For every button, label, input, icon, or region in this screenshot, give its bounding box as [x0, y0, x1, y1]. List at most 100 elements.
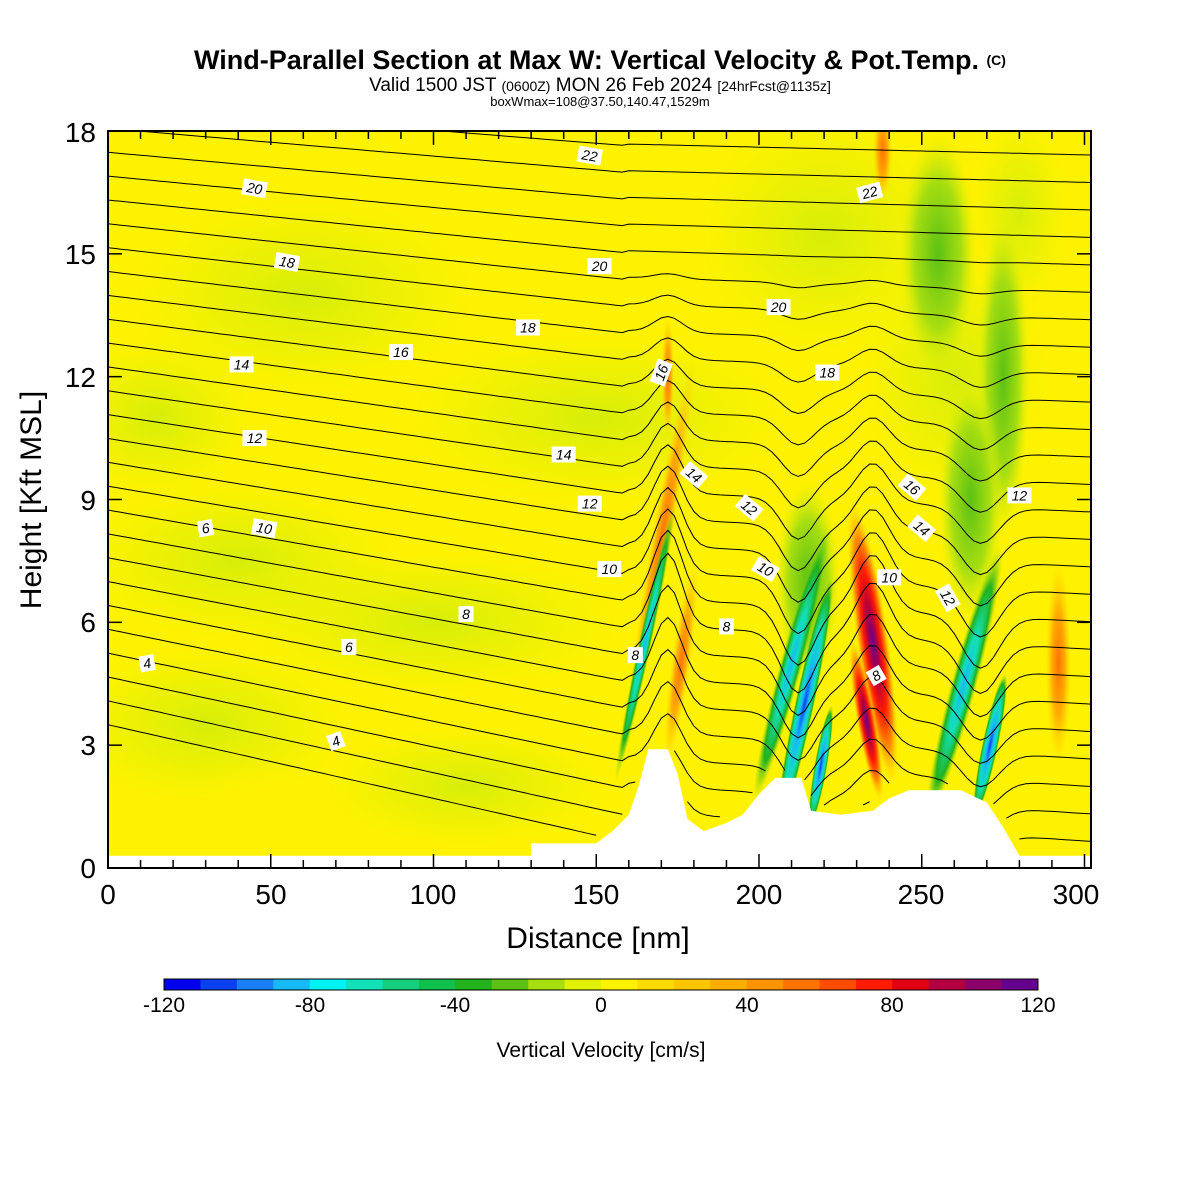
y-tick-label: 18	[65, 117, 96, 148]
colorbar-swatch	[746, 979, 784, 990]
velocity-cell	[189, 757, 320, 856]
colorbar-swatch	[346, 979, 383, 990]
contour-label-box	[229, 356, 254, 373]
contour-label-text: 22	[580, 146, 599, 165]
contour-label-box	[551, 446, 576, 463]
contour-label-box	[856, 181, 884, 204]
y-tick-label: 0	[80, 853, 96, 884]
colorbar-swatch	[564, 979, 602, 990]
contour-label: 14	[551, 446, 576, 463]
contour-label-box	[865, 664, 887, 687]
contour-label: 20	[241, 178, 268, 199]
contour-label-box	[576, 145, 603, 166]
isentrope	[108, 390, 1091, 513]
colorbar-swatches	[164, 979, 1039, 990]
isentrope	[108, 461, 1091, 607]
contour-label: 8	[865, 664, 887, 687]
plot-area: 4 4 6 6 8 8 8 8 10 10 10 10 12 12 12 12 12 14 14 14 14 16 16 16…	[108, 131, 1091, 868]
velocity-cell	[319, 724, 613, 848]
colorbar-tick-label: 120	[1020, 994, 1055, 1017]
contour-label-text: 12	[1012, 487, 1028, 503]
velocity-cell	[108, 335, 255, 500]
x-tick-label: 0	[100, 879, 116, 910]
terrain	[108, 749, 1091, 868]
y-tick-label: 15	[65, 239, 96, 270]
contour-label-box	[577, 495, 602, 512]
isentrope	[108, 318, 1091, 420]
velocity-cell	[752, 524, 831, 802]
isentrope	[108, 628, 1091, 788]
contour-label: 8	[627, 647, 643, 664]
velocity-cell	[433, 143, 694, 242]
colorbar-swatch	[965, 979, 1003, 990]
contour-label-text: 4	[142, 655, 153, 672]
y-tick-label: 3	[80, 730, 96, 761]
contour-label-box	[458, 606, 474, 623]
velocity-cell	[614, 502, 676, 783]
colorbar-swatch	[382, 979, 420, 990]
velocity-cell	[898, 131, 978, 377]
contour-label-box	[341, 638, 357, 655]
contour-label: 20	[766, 299, 791, 316]
isentrope	[108, 342, 1091, 451]
contour-label-text: 10	[755, 558, 777, 580]
contour-label-box	[907, 514, 937, 543]
velocity-cell	[924, 545, 1004, 823]
contour-label-text: 6	[200, 520, 211, 537]
contour-label-text: 18	[820, 365, 836, 381]
contour-label-box	[751, 556, 780, 583]
contour-label-box	[273, 252, 301, 272]
contour-label-text: 10	[255, 519, 273, 537]
contour-label-text: 20	[591, 258, 608, 274]
colorbar-swatch	[1001, 979, 1039, 990]
colorbar-swatch	[819, 979, 857, 990]
contour-label: 12	[577, 495, 602, 512]
chart-title: Wind-Parallel Section at Max W: Vertical…	[194, 45, 1006, 75]
velocity-cell	[847, 500, 899, 785]
contour-label-text: 8	[631, 647, 639, 663]
contour-label-text: 12	[247, 430, 263, 446]
colorbar-tick-label: -120	[143, 994, 185, 1017]
velocity-cell	[808, 705, 834, 827]
contour-label: 10	[751, 556, 780, 583]
contour-label: 10	[877, 569, 902, 586]
isentrope	[108, 700, 1091, 842]
x-tick-label: 50	[255, 879, 286, 910]
contour-label: 12	[1007, 487, 1032, 504]
contour-label-text: 10	[881, 569, 897, 585]
colorbar-swatch	[601, 979, 638, 990]
contour-label: 12	[242, 430, 267, 447]
colorbar-swatch	[418, 979, 456, 990]
x-tick-label: 300	[1053, 879, 1100, 910]
contour-label-box	[877, 569, 902, 586]
colorbar-swatch	[491, 979, 529, 990]
contour-label-text: 14	[234, 356, 250, 372]
colorbar-tick-label: 40	[735, 994, 758, 1017]
colorbar-swatch	[783, 979, 820, 990]
colorbar-swatch	[273, 979, 311, 990]
contour-label-box	[627, 647, 643, 664]
contour-label: 18	[815, 364, 840, 381]
contour-label-text: 18	[278, 253, 296, 271]
pot-temp-contours	[108, 131, 1091, 842]
y-tick-label: 9	[80, 485, 96, 516]
isentrope	[108, 294, 1091, 388]
velocity-cell	[938, 376, 1004, 623]
isentrope	[108, 509, 1091, 669]
contour-label: 4	[326, 731, 346, 752]
contour-label: 16	[649, 358, 673, 387]
contour-label-box	[815, 364, 840, 381]
contour-label-text: 20	[770, 299, 787, 315]
contour-label: 16	[897, 473, 927, 502]
contour-label-box	[897, 473, 927, 502]
contour-label: 8	[458, 606, 474, 623]
velocity-cell	[1045, 560, 1072, 766]
velocity-cell	[319, 450, 483, 549]
colorbar-frame	[163, 978, 1039, 991]
contour-label-text: 18	[520, 320, 536, 336]
contour-label-text: 16	[393, 344, 409, 360]
x-tick-label: 250	[898, 879, 945, 910]
contour-label-box	[196, 519, 215, 538]
x-tick-labels: 0 50 100 150 200 250 300	[100, 879, 1099, 910]
